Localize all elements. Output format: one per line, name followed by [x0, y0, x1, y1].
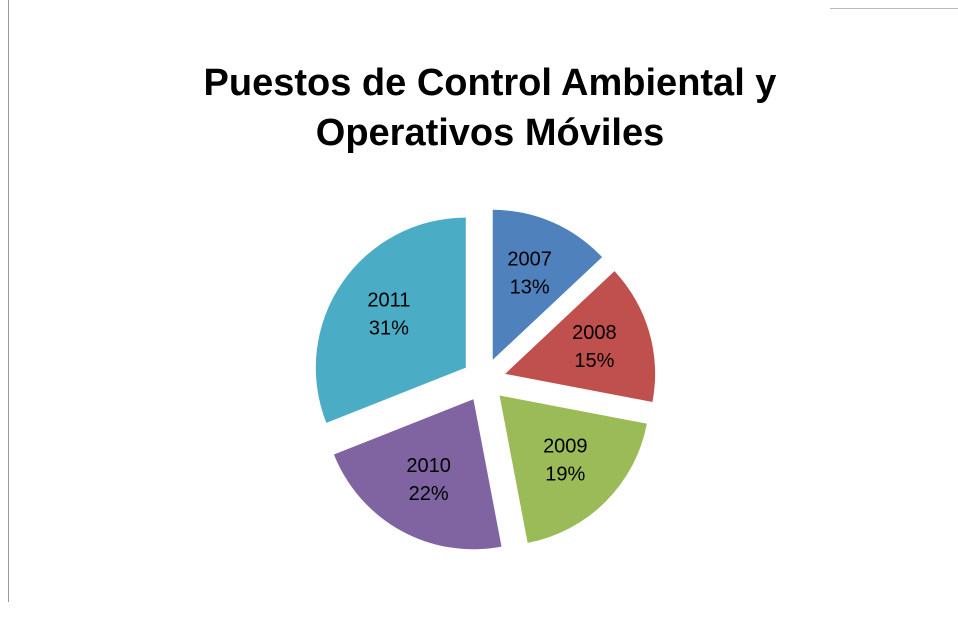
slice-value-label: 22% [409, 483, 449, 505]
pie-slice [315, 217, 466, 423]
chart-title: Puestos de Control Ambiental y Operativo… [203, 62, 777, 154]
pie-slice [492, 209, 603, 360]
slice-value-label: 15% [574, 350, 614, 372]
pie-slice [499, 395, 647, 543]
slice-category-label: 2009 [543, 436, 588, 458]
pie-slice [505, 271, 656, 402]
slice-category-label: 2010 [406, 455, 451, 477]
slice-category-label: 2011 [367, 290, 410, 312]
slice-value-label: 19% [545, 464, 585, 486]
slice-value-label: 13% [510, 277, 550, 299]
slice-category-label: 2008 [572, 322, 617, 344]
slice-category-label: 2007 [507, 249, 552, 271]
slice-value-label: 31% [369, 318, 409, 340]
pie-slice [333, 399, 502, 550]
